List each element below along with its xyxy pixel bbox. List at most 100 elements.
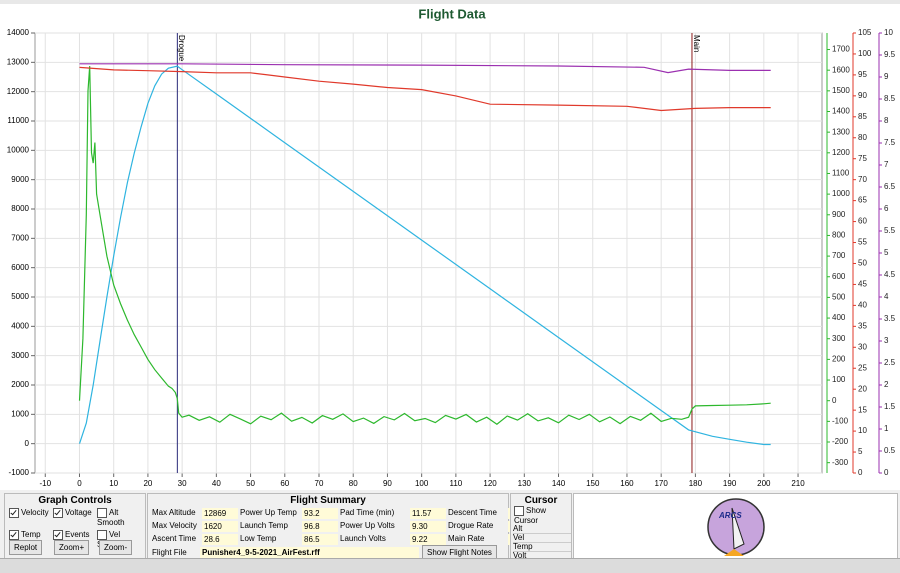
y-tick-label: 90: [858, 91, 867, 100]
series-line: [79, 66, 771, 112]
status-bar: [0, 558, 900, 573]
summary-label: Launch Temp: [240, 521, 288, 530]
panel-title: Flight Summary: [290, 495, 366, 506]
y-tick-label: 700: [832, 251, 846, 260]
x-tick-label: 0: [77, 479, 82, 488]
summary-label: Max Altitude: [152, 508, 196, 517]
event-label: Drogue: [177, 35, 186, 62]
y-tick-label: 2: [884, 380, 889, 389]
x-tick-label: 120: [483, 479, 497, 488]
summary-label: Main Rate: [448, 534, 485, 543]
y-tick-label: 13000: [7, 57, 30, 66]
y-tick-label: 10000: [7, 145, 30, 154]
y-tick-label: 600: [832, 272, 846, 281]
x-tick-label: 50: [246, 479, 255, 488]
y-tick-label: 60: [858, 217, 867, 226]
summary-label: Power Up Volts: [340, 521, 395, 530]
chart-title: Flight Data: [418, 6, 486, 21]
checkbox[interactable]: [514, 506, 524, 516]
y-tick-label: 105: [858, 28, 872, 37]
summary-label: Launch Volts: [340, 534, 386, 543]
y-tick-label: 3.5: [884, 314, 896, 323]
x-tick-label: 150: [586, 479, 600, 488]
checkbox-label: Alt Smooth: [97, 508, 125, 527]
y-tick-label: 1600: [832, 65, 850, 74]
logo-rocket: [731, 507, 745, 550]
checkbox[interactable]: [97, 508, 107, 518]
checkbox[interactable]: [97, 530, 107, 540]
y-tick-label: 0: [25, 439, 30, 448]
y-tick-label: 0.5: [884, 446, 896, 455]
summary-label: Power Up Temp: [240, 508, 297, 517]
x-tick-label: 80: [349, 479, 358, 488]
checkbox[interactable]: [53, 530, 63, 540]
cursor-field: Temp: [513, 543, 571, 552]
y-tick-label: 1000: [832, 189, 850, 198]
y-tick-label: 85: [858, 112, 867, 121]
y-tick-label: 100: [832, 375, 846, 384]
y-tick-label: 45: [858, 280, 867, 289]
y-tick-label: 9.5: [884, 50, 896, 59]
checkbox[interactable]: [53, 508, 63, 518]
y-tick-label: 5: [884, 248, 889, 257]
x-tick-label: 140: [552, 479, 566, 488]
y-tick-label: 5000: [11, 292, 29, 301]
y-tick-label: 30: [858, 342, 867, 351]
y-tick-label: 12000: [7, 87, 30, 96]
summary-value: 93.2: [302, 508, 338, 519]
y-tick-label: 14000: [7, 28, 30, 37]
checkbox[interactable]: [9, 508, 19, 518]
y-tick-label: 400: [832, 313, 846, 322]
y-tick-label: 65: [858, 196, 867, 205]
x-tick-label: 90: [383, 479, 392, 488]
summary-label: Descent Time: [448, 508, 497, 517]
checkbox-item: Velocity: [9, 508, 53, 527]
summary-value: 11.57: [410, 508, 446, 519]
checkbox-label: Velocity: [21, 508, 49, 518]
y-tick-label: 200: [832, 354, 846, 363]
y-tick-label: -200: [832, 437, 849, 446]
y-tick-label: -1000: [9, 468, 30, 477]
y-tick-label: 6000: [11, 263, 29, 272]
y-tick-label: 55: [858, 238, 867, 247]
x-tick-label: 70: [315, 479, 324, 488]
y-tick-label: 8.5: [884, 94, 896, 103]
y-tick-label: 1: [884, 424, 889, 433]
x-tick-label: 130: [518, 479, 532, 488]
button[interactable]: Zoom+: [54, 540, 90, 555]
y-tick-label: 6: [884, 204, 889, 213]
series-line: [78, 65, 771, 446]
y-tick-label: 35: [858, 321, 867, 330]
file-name: Punisher4_9-5-2021_AirFest.rff: [200, 547, 419, 558]
y-tick-label: 10: [884, 28, 893, 37]
cursor-field: Alt: [513, 525, 571, 534]
cursor-field: Vel: [513, 534, 571, 543]
y-tick-label: 20: [858, 384, 867, 393]
y-tick-label: 1300: [832, 127, 850, 136]
y-tick-label: 2.5: [884, 358, 896, 367]
y-tick-label: 7: [884, 160, 889, 169]
button[interactable]: Replot: [9, 540, 43, 555]
logo-flame: [724, 549, 744, 556]
y-tick-label: 3000: [11, 351, 29, 360]
y-tick-label: 7000: [11, 233, 29, 242]
y-tick-label: 4.5: [884, 270, 896, 279]
plot-area: [34, 32, 823, 474]
summary-value: 9.30: [410, 521, 446, 532]
x-tick-label: 30: [178, 479, 187, 488]
y-tick-label: 1400: [832, 107, 850, 116]
checkbox-label: Temp: [21, 530, 41, 540]
y-tick-label: 6.5: [884, 182, 896, 191]
checkbox[interactable]: [9, 530, 19, 540]
summary-label: Low Temp: [240, 534, 277, 543]
y-tick-label: 800: [832, 231, 846, 240]
button[interactable]: Zoom-: [99, 540, 133, 555]
top-strip: [0, 0, 900, 4]
chart: Flight Data -10 0 10 20 30 40 50 60 70 80 90 100 110…: [0, 0, 900, 488]
y-tick-label: 70: [858, 175, 867, 184]
y-tick-label: 11000: [7, 116, 29, 125]
y-tick-label: 1500: [832, 86, 850, 95]
cursor-panel: Cursor Show Cursor Alt Vel Temp Volt: [510, 493, 572, 561]
x-tick-label: 20: [143, 479, 152, 488]
y-tick-label: 8: [884, 116, 889, 125]
